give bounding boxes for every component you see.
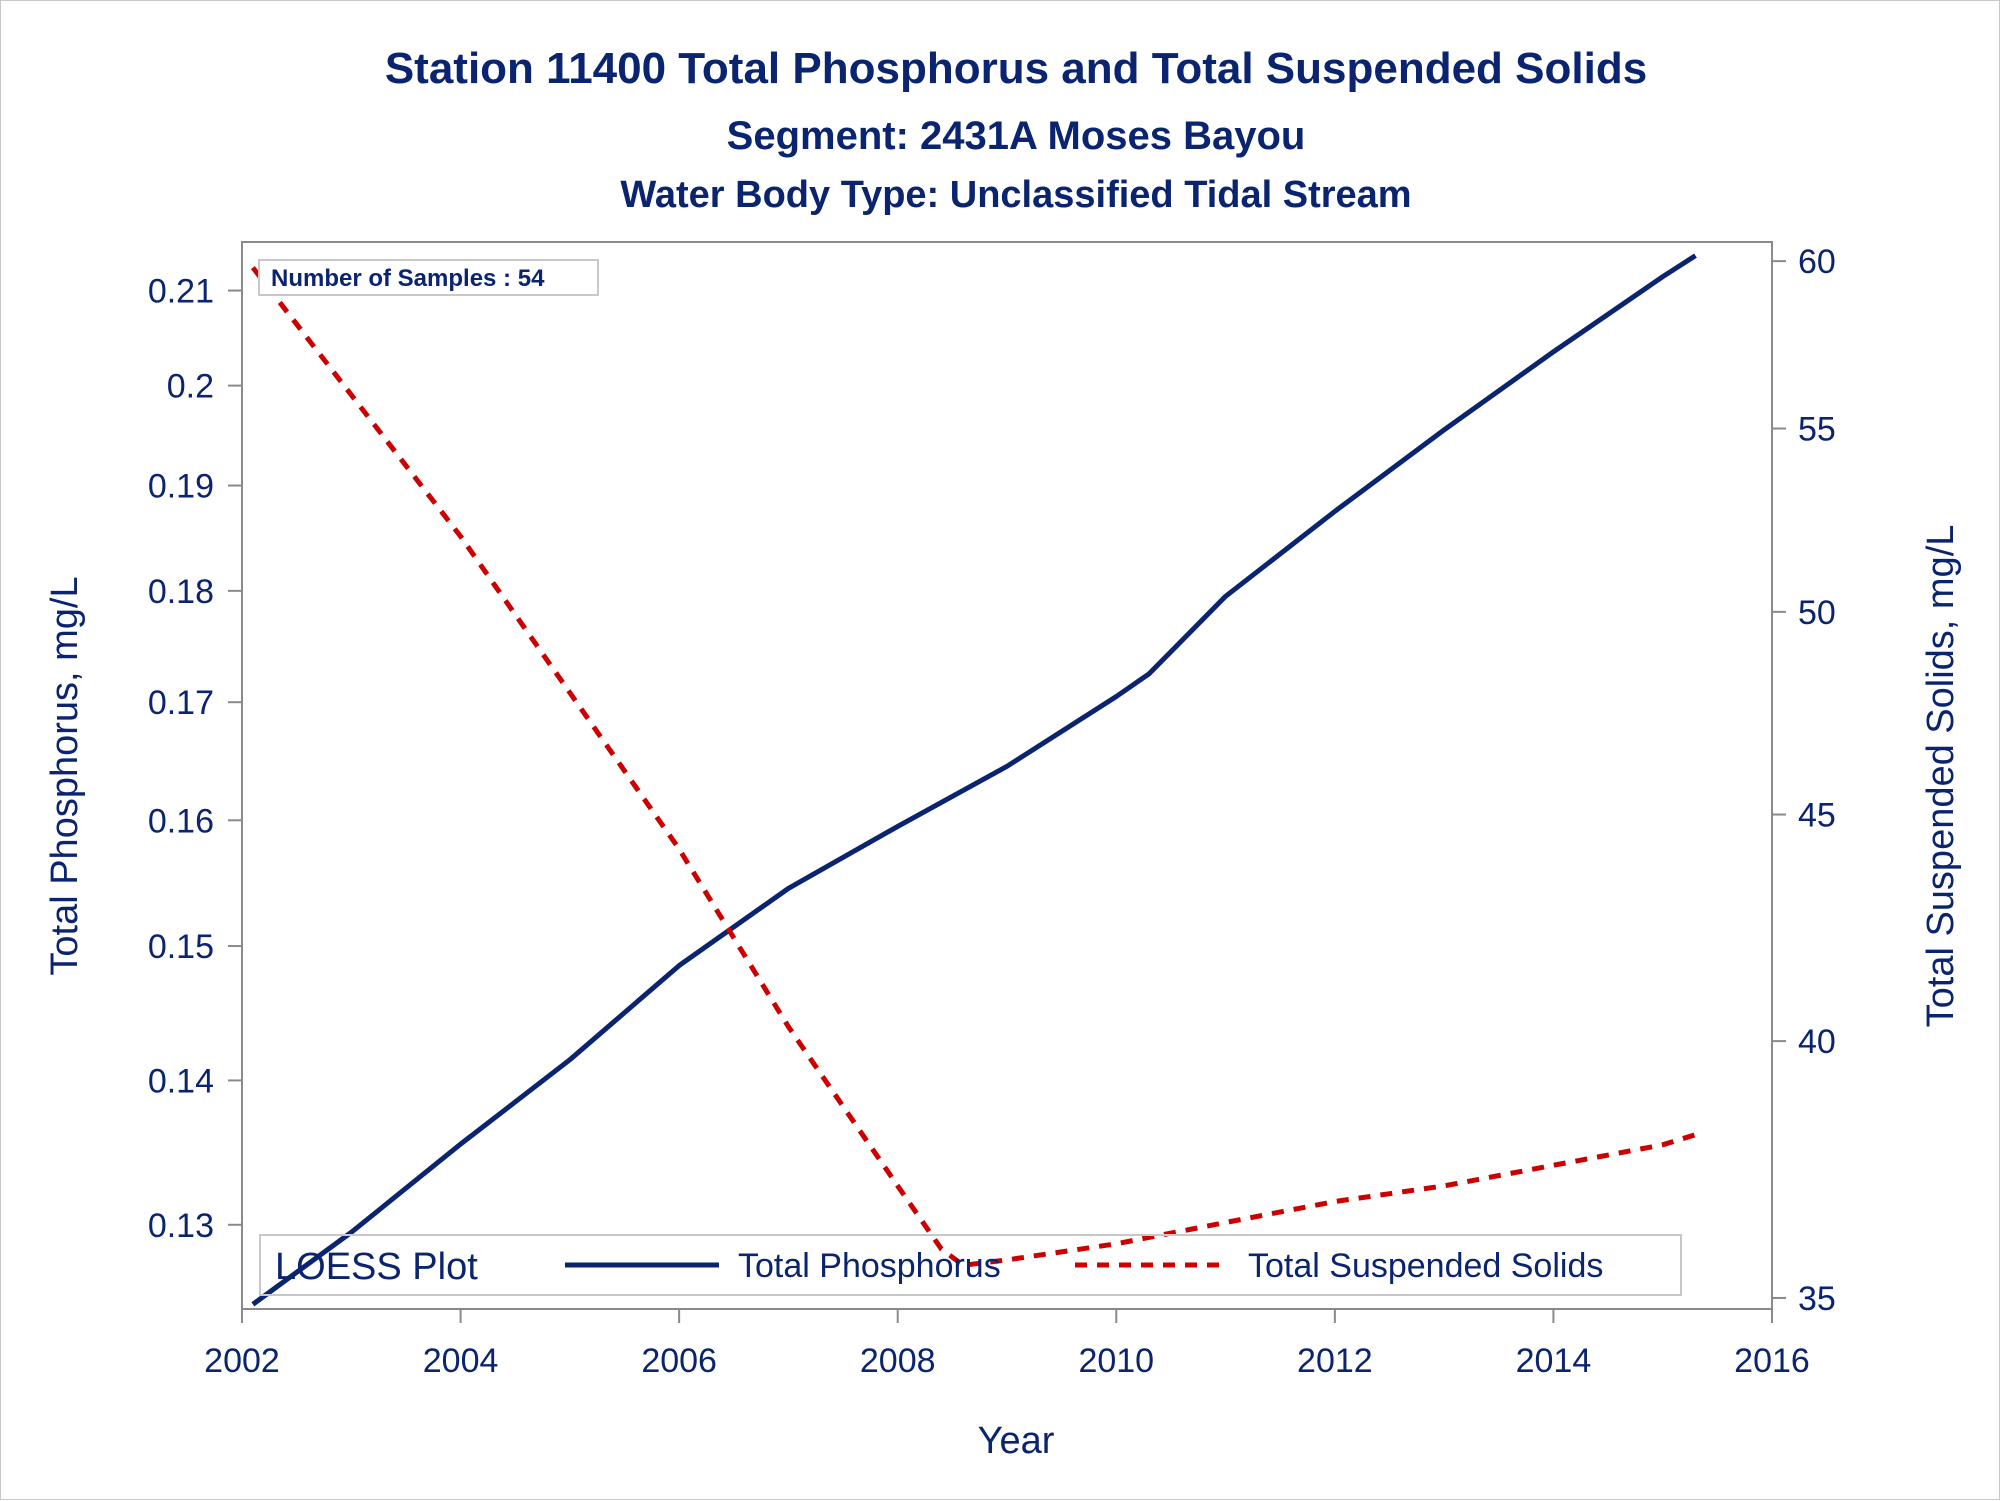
sample-count-annotation: Number of Samples : 54 xyxy=(271,265,545,292)
chart-subtitle-2: Water Body Type: Unclassified Tidal Stre… xyxy=(620,174,1411,216)
legend-label-total-phosphorus: Total Phosphorus xyxy=(738,1247,1001,1285)
y-tick-label: 0.16 xyxy=(148,802,214,840)
y2-tick-label: 50 xyxy=(1798,594,1836,632)
x-tick-label: 2002 xyxy=(204,1342,280,1380)
x-tick-label: 2012 xyxy=(1297,1342,1373,1380)
x-tick-label: 2014 xyxy=(1516,1342,1592,1380)
sample-count-box xyxy=(258,259,599,296)
y2-tick-label: 60 xyxy=(1798,243,1836,281)
y-tick-label: 0.17 xyxy=(148,684,214,722)
y2-tick-label: 55 xyxy=(1798,411,1836,449)
y-tick-label: 0.21 xyxy=(148,273,214,311)
legend-box xyxy=(259,1234,1682,1296)
x-tick-label: 2006 xyxy=(641,1342,717,1380)
chart-subtitle: Segment: 2431A Moses Bayou xyxy=(727,114,1306,158)
legend-label-total-suspended-solids: Total Suspended Solids xyxy=(1248,1247,1603,1285)
y2-axis-label: Total Suspended Solids, mg/L xyxy=(1920,525,1962,1028)
plot-area xyxy=(241,241,1773,1310)
legend-title: LOESS Plot xyxy=(275,1246,478,1288)
y-axis-label: Total Phosphorus, mg/L xyxy=(44,576,86,975)
x-tick-label: 2010 xyxy=(1078,1342,1154,1380)
y-axis-right: 35 40 45 50 55 60 xyxy=(1772,243,1836,1318)
series-layer xyxy=(250,253,1697,1307)
legend: LOESS Plot Total Phosphorus Total Suspen… xyxy=(259,1234,1682,1296)
y-tick-label: 0.13 xyxy=(148,1207,214,1245)
y-tick-label: 0.15 xyxy=(148,928,214,966)
series-line-total-phosphorus xyxy=(251,253,1697,1307)
y-axis-left: 0.13 0.14 0.15 0.16 0.17 0.18 0.19 0.2 0.21 xyxy=(148,273,242,1245)
y-tick-label: 0.19 xyxy=(148,468,214,506)
y2-tick-label: 45 xyxy=(1798,797,1836,835)
x-axis-label: Year xyxy=(978,1420,1055,1462)
y2-tick-label: 35 xyxy=(1798,1280,1836,1318)
x-tick-label: 2016 xyxy=(1734,1342,1810,1380)
y-tick-label: 0.14 xyxy=(148,1062,214,1100)
x-tick-label: 2008 xyxy=(860,1342,936,1380)
chart-title: Station 11400 Total Phosphorus and Total… xyxy=(385,44,1647,93)
y-tick-label: 0.2 xyxy=(167,368,214,406)
x-tick-label: 2004 xyxy=(423,1342,499,1380)
y-tick-label: 0.18 xyxy=(148,573,214,611)
x-axis: 2002 2004 2006 2008 2010 2012 2014 2016 xyxy=(204,1309,1810,1380)
y2-tick-label: 40 xyxy=(1798,1023,1836,1061)
series-line-total-suspended-solids xyxy=(250,266,1697,1268)
